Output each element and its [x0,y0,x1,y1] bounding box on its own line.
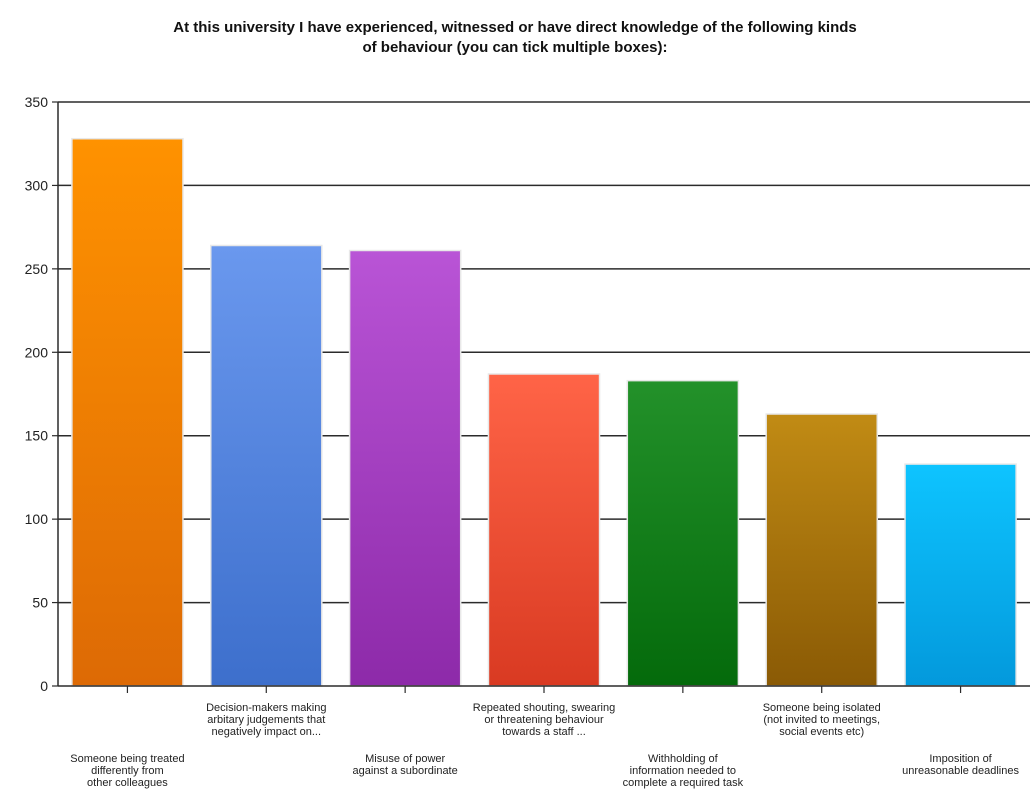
x-tick-label-4: Repeated shouting, swearing or threatenin… [473,702,615,738]
x-tick-label-line: Someone being treated [70,753,184,765]
x-axis-labels: Someone being treated differently from oth… [70,702,1019,789]
x-tick-label-7: Imposition of unreasonable deadlines [902,753,1019,777]
x-tick-label-line: complete a required task [623,777,744,789]
y-tick-label-50: 50 [32,595,48,611]
x-tick-label-line: Withholding of [648,753,719,765]
x-tick-label-line: against a subordinate [353,765,458,777]
bar-4 [487,373,601,687]
y-tick-label-200: 200 [25,344,49,360]
chart-title-line-2: of behaviour (you can tick multiple boxe… [362,39,668,56]
bar-2 [209,244,323,687]
bars [71,137,1017,687]
x-tick-label-line: towards a staff ... [502,726,586,738]
bar-5 [626,379,740,687]
y-tick-label-300: 300 [25,177,49,193]
y-tick-label-150: 150 [25,428,49,444]
x-tick-label-line: differently from [91,765,164,777]
x-tick-label-line: unreasonable deadlines [902,765,1019,777]
x-tick-label-line: or threatening behaviour [484,714,604,726]
bar-1 [71,137,184,687]
x-tick-label-line: (not invited to meetings, [763,714,880,726]
y-tick-label-350: 350 [25,94,49,110]
bar-6 [765,413,879,687]
y-tick-label-0: 0 [40,678,48,694]
x-tick-label-2: Decision-makers making arbitary judgement… [206,702,326,738]
x-tick-label-line: Decision-makers making [206,702,326,714]
x-tick-label-3: Misuse of power against a subordinate [353,753,458,777]
x-tick-label-line: Repeated shouting, swearing [473,702,615,714]
chart-title: At this university I have experienced, w… [0,18,1030,58]
x-tick-label-line: Someone being isolated [763,702,881,714]
x-tick-label-1: Someone being treated differently from oth… [70,753,184,789]
x-tick-label-line: information needed to [630,765,736,777]
bar-3 [348,249,462,687]
x-tick-label-line: social events etc) [779,726,864,738]
x-tick-label-line: other colleagues [87,777,168,789]
axes: 0 50 100 150 200 250 300 350 [25,94,1030,694]
y-tick-label-250: 250 [25,261,49,277]
x-tick-label-line: Imposition of [929,753,992,765]
chart-title-line-1: At this university I have experienced, w… [173,19,857,36]
y-tick-label-100: 100 [25,511,49,527]
x-tick-label-line: Misuse of power [365,753,445,765]
x-tick-label-line: negatively impact on... [212,726,321,738]
x-tick-label-line: arbitary judgements that [207,714,325,726]
x-tick-label-5: Withholding of information needed to compl… [623,753,744,789]
x-tick-label-6: Someone being isolated (not invited to me… [763,702,881,738]
bar-7 [904,463,1017,687]
